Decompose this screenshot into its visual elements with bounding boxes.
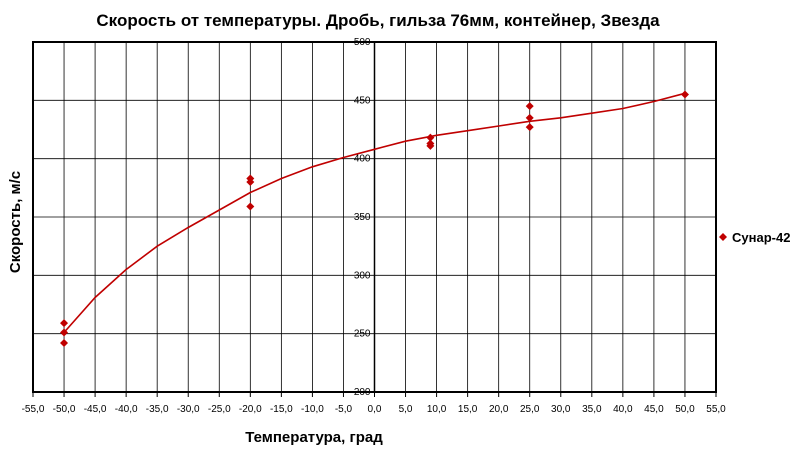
data-point-diamond xyxy=(246,178,255,186)
trend-line xyxy=(63,92,686,334)
data-point-diamond xyxy=(60,339,69,347)
chart-title: Скорость от температуры. Дробь, гильза 7… xyxy=(96,11,660,30)
data-point-diamond xyxy=(426,141,435,150)
y-axis-ticks: 200 250 300 350 400 450 500 xyxy=(354,37,371,398)
x-axis-title: Температура, град xyxy=(245,429,383,446)
x-tick-label: 20,0 xyxy=(489,404,509,415)
y-tick-label: 500 xyxy=(354,37,371,48)
x-tick-label: 15,0 xyxy=(458,404,478,415)
x-tick-label: -20,0 xyxy=(239,404,262,415)
data-point-diamond xyxy=(60,328,69,337)
x-tick-label: -25,0 xyxy=(208,404,231,415)
data-point-diamond xyxy=(680,90,689,99)
x-tick-label: -15,0 xyxy=(270,404,293,415)
x-tick-label: 35,0 xyxy=(582,404,602,415)
x-tick-label: 0,0 xyxy=(368,404,382,415)
data-point-diamond xyxy=(525,123,534,132)
y-tick-label: 300 xyxy=(354,270,371,281)
x-tick-label: -45,0 xyxy=(84,404,107,415)
x-tick-label: 50,0 xyxy=(675,404,695,415)
data-point-diamond xyxy=(426,133,435,142)
x-tick-label: -40,0 xyxy=(115,404,138,415)
y-tick-label: 200 xyxy=(354,387,371,398)
x-tick-label: 25,0 xyxy=(520,404,540,415)
x-tick-label: 10,0 xyxy=(427,404,447,415)
y-tick-label: 450 xyxy=(354,95,371,106)
x-tick-label: 30,0 xyxy=(551,404,571,415)
x-tick-label: 5,0 xyxy=(399,404,413,415)
x-tick-label: 55,0 xyxy=(706,404,726,415)
y-tick-label: 400 xyxy=(354,154,371,165)
x-tick-label: -50,0 xyxy=(53,404,76,415)
x-axis-ticks: -55,0 -50,0 -45,0 -40,0 -35,0 -30,0 -25,0 -20,0… xyxy=(22,392,726,415)
data-points xyxy=(60,90,689,347)
x-tick-label: -30,0 xyxy=(177,404,200,415)
data-point-diamond xyxy=(246,202,255,211)
x-tick-label: -10,0 xyxy=(301,404,324,415)
legend-marker-diamond xyxy=(719,233,727,241)
data-point-diamond xyxy=(525,113,534,122)
x-tick-label: -55,0 xyxy=(22,404,45,415)
y-axis-title: Скорость, м/с xyxy=(7,171,24,273)
x-tick-label: 45,0 xyxy=(644,404,664,415)
x-tick-label: -5,0 xyxy=(335,404,353,415)
data-point-diamond xyxy=(525,102,534,111)
x-tick-label: 40,0 xyxy=(613,404,633,415)
x-tick-label: -35,0 xyxy=(146,404,169,415)
legend: Сунар-42 xyxy=(719,230,790,245)
y-tick-label: 250 xyxy=(354,329,371,340)
y-tick-label: 350 xyxy=(354,212,371,223)
data-point-diamond xyxy=(60,319,69,328)
legend-label: Сунар-42 xyxy=(732,230,790,245)
